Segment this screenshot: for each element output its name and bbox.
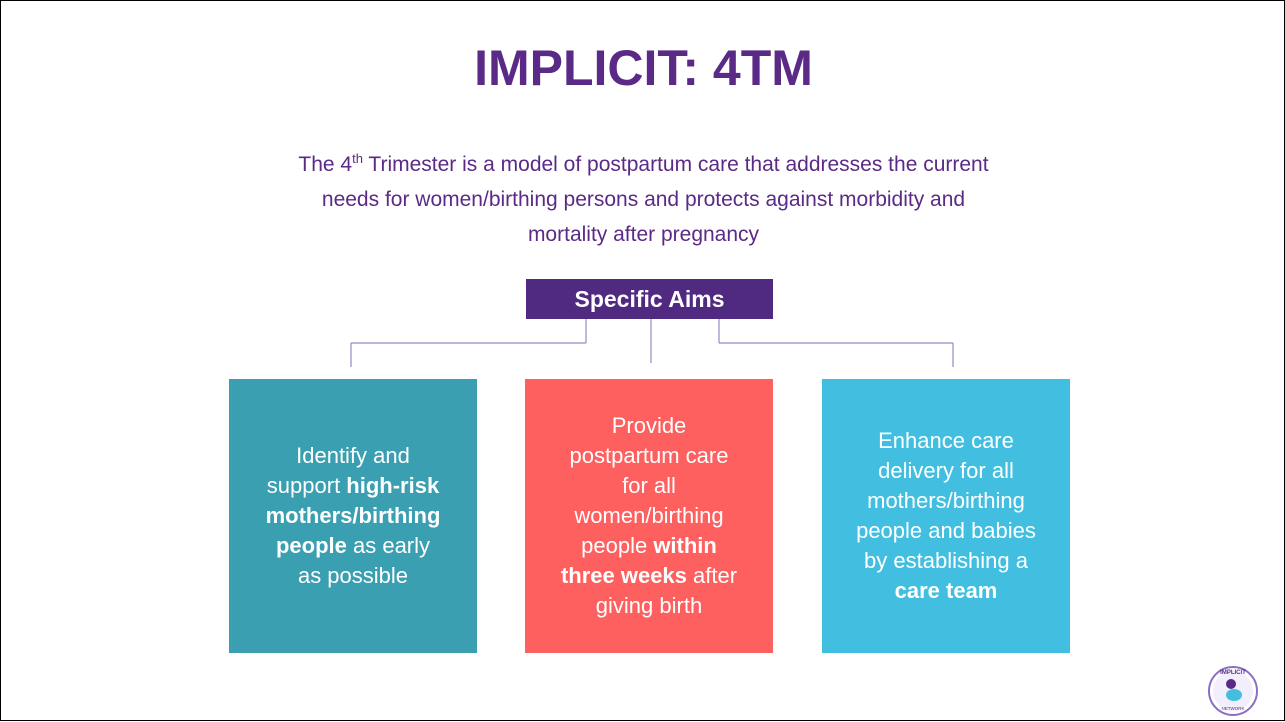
text-line: women/birthing (574, 501, 723, 531)
text-run: women/birthing (574, 503, 724, 528)
text-run: as early (346, 533, 431, 558)
text-line: mothers/birthing (867, 486, 1025, 516)
text-run: Enhance care (878, 428, 1014, 453)
text-run: people (275, 533, 347, 558)
text-run: giving birth (595, 593, 703, 618)
text-run: support (266, 473, 347, 498)
text-run: postpartum care (569, 443, 729, 468)
aim-box: Provide postpartum care for all women/birth… (525, 379, 773, 653)
text-run: Provide (611, 413, 687, 438)
aims-heading: Specific Aims (526, 279, 773, 319)
text-run: mothers/birthing (265, 503, 441, 528)
logo-figure (1226, 679, 1236, 689)
text-line: people and babies (856, 516, 1036, 546)
logo: IMPLICIT NETWORK (1208, 666, 1258, 716)
text-run: mothers/birthing (867, 488, 1025, 513)
aim-box: Identify and support high-risk mothers/bir… (229, 379, 477, 653)
subtitle: The 4th Trimester is a model of postpart… (1, 147, 1285, 252)
text-run: needs for women/birthing persons and pro… (321, 188, 966, 211)
text-run: three weeks (560, 563, 687, 588)
text-run: after (686, 563, 738, 588)
text-run: delivery for all (878, 458, 1014, 483)
text-run: high-risk (346, 473, 440, 498)
text-line: postpartum care (570, 441, 729, 471)
text-line: three weeks after (561, 561, 737, 591)
text-line: by establishing a (864, 546, 1028, 576)
text-run: as possible (297, 563, 409, 588)
text-run: for all (622, 473, 676, 498)
logo-figure (1226, 689, 1242, 701)
text-run: Trimester is a model of postpartum care … (362, 153, 989, 176)
text-line: people as early (276, 531, 430, 561)
text-line: Enhance care (878, 426, 1014, 456)
text-run: The 4 (298, 153, 353, 176)
logo-text: NETWORK (1222, 706, 1245, 711)
text-line: support high-risk (267, 471, 439, 501)
text-run: th (352, 151, 363, 166)
text-run: care team (894, 578, 998, 603)
text-line: Provide (612, 411, 687, 441)
text-line: for all (622, 471, 676, 501)
text-run: people and babies (856, 518, 1036, 543)
text-run: mortality after pregnancy (527, 223, 760, 246)
text-line: as possible (298, 561, 408, 591)
text-run: by establishing a (864, 548, 1028, 573)
text-run: people (581, 533, 654, 558)
text-line: mortality after pregnancy (1, 217, 1285, 252)
logo-text: IMPLICIT (1220, 670, 1246, 676)
text-line: care team (895, 576, 998, 606)
text-line: delivery for all (878, 456, 1014, 486)
text-line: people within (581, 531, 717, 561)
text-line: Identify and (296, 441, 410, 471)
text-line: giving birth (596, 591, 702, 621)
text-run: within (653, 533, 717, 558)
text-line: The 4th Trimester is a model of postpart… (1, 147, 1285, 182)
text-run: Identify and (296, 443, 410, 468)
title: IMPLICIT: 4TM (474, 40, 813, 96)
text-line: needs for women/birthing persons and pro… (1, 182, 1285, 217)
text-line: mothers/birthing (266, 501, 441, 531)
aim-box: Enhance care delivery for all mothers/birt… (822, 379, 1070, 653)
